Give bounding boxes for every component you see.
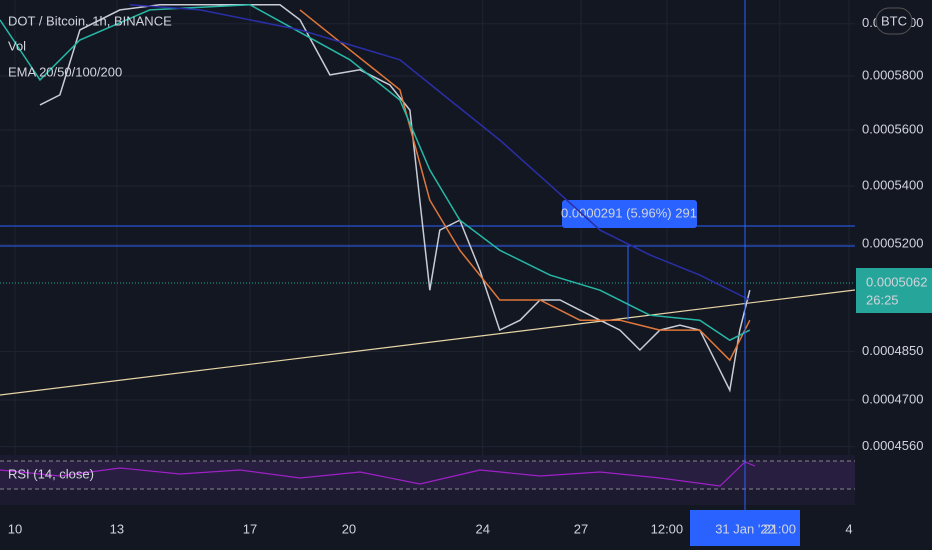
- x-tick-label: 12:00: [651, 521, 684, 536]
- last-price-box: [856, 268, 932, 313]
- symbol-title: DOT / Bitcoin, 1h, BINANCE: [8, 13, 172, 28]
- x-tick-label: 10: [8, 521, 22, 536]
- x-tick-label: 4: [845, 521, 852, 536]
- series-line: [0, 4, 751, 342]
- y-tick-label: 0.0004700: [862, 391, 923, 406]
- grid: [0, 0, 855, 505]
- series-line: [299, 9, 751, 362]
- countdown: 26:25: [866, 292, 899, 307]
- y-tick-label: 0.0005600: [862, 121, 923, 136]
- crosshair-date: 31 Jan '22: [715, 521, 775, 536]
- vol-label: Vol: [8, 38, 26, 53]
- trendline: [0, 289, 856, 396]
- x-tick-label: 24: [476, 521, 490, 536]
- series-line: [39, 4, 751, 393]
- rsi-label: RSI (14, close): [8, 466, 94, 481]
- y-tick-label: 0.0004560: [862, 438, 923, 453]
- x-tick-label: 21:00: [763, 521, 796, 536]
- y-tick-label: 0.0005400: [862, 178, 923, 193]
- currency-badge[interactable]: [875, 7, 913, 35]
- last-price: 0.0005062: [866, 274, 927, 289]
- currency[interactable]: BTC: [881, 13, 907, 28]
- plot: [0, 4, 751, 393]
- measure-box: [562, 200, 697, 228]
- x-tick-label: 17: [243, 521, 257, 536]
- y-tick-label: 0.0005200: [862, 236, 923, 251]
- x-tick-label: 20: [342, 521, 356, 536]
- ema-label: EMA 20/50/100/200: [8, 64, 122, 79]
- rsi-band: [0, 461, 855, 489]
- measure-label: 0.0000291 (5.96%) 291: [561, 205, 697, 220]
- x-tick-label: 27: [574, 521, 588, 536]
- y-tick-label: 0.0005800: [862, 67, 923, 82]
- y-tick-label: 0.0004850: [862, 343, 923, 358]
- series-line: [129, 4, 751, 301]
- rsi-line: [0, 461, 756, 487]
- crosshair-date-box: [690, 510, 800, 546]
- x-tick-label: 13: [110, 521, 124, 536]
